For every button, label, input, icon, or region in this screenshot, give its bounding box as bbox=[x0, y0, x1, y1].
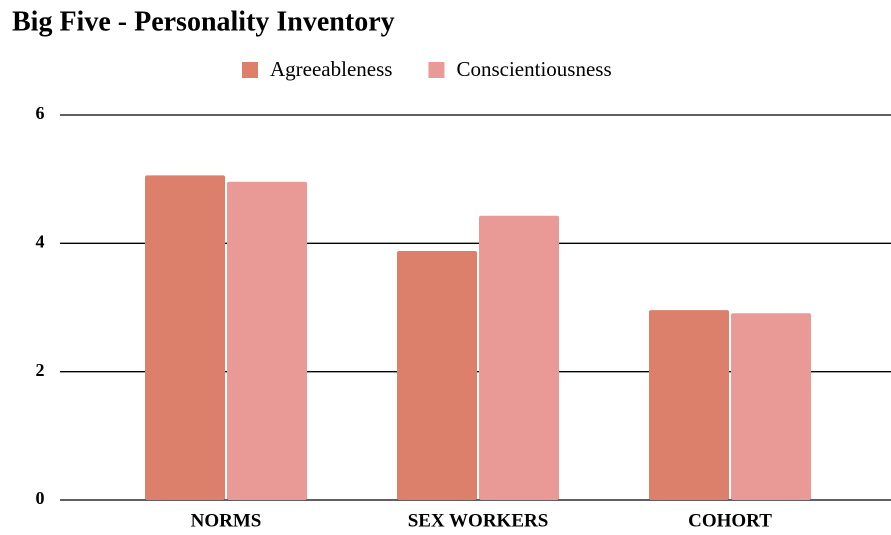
bar bbox=[649, 310, 729, 500]
y-tick-label: 0 bbox=[36, 488, 45, 508]
y-tick-label: 4 bbox=[36, 231, 45, 251]
legend-swatch bbox=[242, 62, 258, 78]
legend-label: Conscientiousness bbox=[456, 57, 611, 81]
legend-swatch bbox=[428, 62, 445, 78]
x-tick-label: SEX WORKERS bbox=[408, 510, 549, 531]
y-tick-label: 2 bbox=[36, 360, 45, 380]
x-tick-label: NORMS bbox=[191, 510, 262, 531]
bar bbox=[227, 181, 307, 500]
bar bbox=[397, 251, 477, 500]
chart-title: Big Five - Personality Inventory bbox=[12, 6, 395, 37]
y-tick-label: 6 bbox=[36, 103, 45, 123]
legend-label: Agreeableness bbox=[270, 57, 392, 81]
bar bbox=[145, 175, 225, 501]
bar bbox=[479, 215, 559, 500]
x-tick-label: COHORT bbox=[688, 510, 772, 531]
bar bbox=[731, 313, 811, 500]
